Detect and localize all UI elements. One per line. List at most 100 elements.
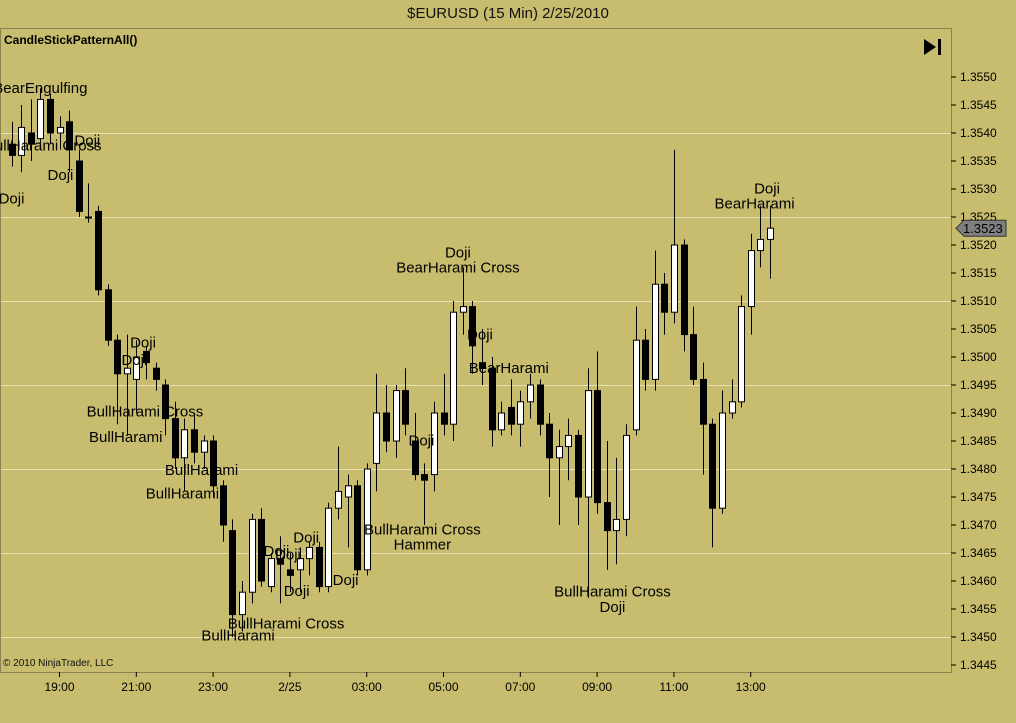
candle-body-bull: [364, 468, 371, 571]
pattern-label: BullHarami: [201, 627, 274, 644]
candle: [700, 362, 707, 475]
candle-body-bull: [373, 412, 380, 464]
pattern-label: Doji: [121, 352, 147, 369]
candle-body-bull: [719, 412, 726, 509]
candle: [239, 581, 246, 632]
candle: [661, 273, 668, 335]
candle: [709, 418, 716, 548]
candle: [421, 463, 428, 525]
candle-body-bear: [354, 485, 361, 571]
pattern-label: Hammer: [394, 537, 452, 554]
y-tick-label: 1.3465: [960, 546, 997, 560]
time-axis: 19:00 21:00 23:00 2/25 03:00 05:00 07:00 09:00 1…: [44, 672, 766, 694]
pattern-label: BullHarami Cross: [554, 584, 671, 601]
candle-body-bull: [345, 485, 352, 498]
candle-body-bull: [335, 490, 342, 509]
candle: [757, 205, 764, 268]
y-tick-label: 1.3530: [960, 182, 997, 196]
candle: [287, 553, 294, 593]
candle-body-bull: [565, 434, 572, 448]
candle: [623, 424, 630, 537]
candle: [767, 205, 774, 279]
candle: [489, 357, 496, 447]
candle: [383, 385, 390, 453]
pattern-label: BearEngulfing: [0, 80, 87, 97]
candle-body-bear: [143, 350, 150, 364]
y-tick-label: 1.3495: [960, 378, 997, 392]
candle: [191, 413, 198, 464]
candle-body-bear: [47, 98, 54, 134]
candle: [201, 435, 208, 469]
candles: [9, 88, 774, 637]
candle: [162, 379, 169, 436]
candle-body-bear: [412, 440, 419, 476]
candle: [57, 116, 64, 150]
x-tick-label: 21:00: [121, 680, 151, 694]
last-price-label: 1.3523: [963, 221, 1003, 236]
candle: [105, 284, 112, 346]
candle: [37, 88, 44, 150]
candle-body-bear: [220, 485, 227, 526]
candle-body-bear: [114, 339, 121, 375]
pattern-label: BullHarami: [146, 486, 219, 503]
candle: [114, 334, 121, 425]
candle-body-bear: [9, 143, 16, 156]
candle: [47, 93, 54, 145]
candle-body-bull: [325, 507, 332, 588]
candle-body-bull: [181, 429, 188, 459]
skip-to-end-icon[interactable]: [920, 36, 946, 58]
x-tick-label: 03:00: [352, 680, 382, 694]
candle: [613, 457, 620, 565]
plot-frame: [0, 28, 952, 673]
candle: [402, 368, 409, 436]
candle: [249, 513, 256, 604]
pattern-label: Doji: [754, 180, 780, 197]
pattern-label: BearHarami: [715, 196, 795, 213]
candle: [738, 295, 745, 408]
candle: [373, 373, 380, 492]
candle-body-bear: [642, 339, 649, 380]
x-tick-label: 07:00: [505, 680, 535, 694]
candle-body-bear: [316, 546, 323, 588]
pattern-label: BearHarami Cross: [396, 259, 519, 276]
candle-body-bull: [729, 401, 736, 414]
candle: [18, 105, 25, 173]
candle: [604, 441, 611, 570]
y-tick-label: 1.3515: [960, 266, 997, 280]
candle: [143, 345, 150, 380]
candle: [297, 547, 304, 593]
candle: [633, 306, 640, 436]
candle: [565, 418, 572, 481]
candle: [517, 390, 524, 447]
candle-body-bull: [623, 434, 630, 520]
candle-body-bear: [191, 429, 198, 453]
y-tick-label: 1.3460: [960, 574, 997, 588]
x-tick-label: 19:00: [44, 680, 74, 694]
candle-body-bear: [661, 283, 668, 313]
candle-body-bear: [258, 518, 265, 582]
candle: [412, 413, 419, 481]
candle-body-bull: [517, 401, 524, 425]
candle: [124, 334, 131, 436]
x-tick-label: 11:00: [659, 680, 688, 694]
pattern-label: BullHarami Cross: [228, 616, 345, 633]
candle-body-bear: [546, 423, 553, 459]
candle: [431, 401, 438, 492]
candle-body-bear: [594, 390, 601, 504]
candle: [441, 373, 448, 436]
candle-body-bull: [268, 558, 275, 588]
candle-body-bear: [681, 244, 688, 336]
candle: [729, 379, 736, 419]
candle: [172, 401, 179, 469]
pattern-annotations: BearEngulfingBullHarami CrossDojiDojiDoj…: [0, 80, 795, 644]
candle-body-bear: [537, 384, 544, 425]
candle: [748, 233, 755, 335]
candle: [345, 474, 352, 548]
candle-body-bull: [748, 250, 755, 308]
candle-body-bear: [76, 160, 83, 212]
candle-body-bear: [210, 440, 217, 487]
candle-body-bear: [162, 384, 169, 420]
candle-body-bull: [738, 306, 745, 403]
candle-body-bull: [133, 356, 140, 380]
